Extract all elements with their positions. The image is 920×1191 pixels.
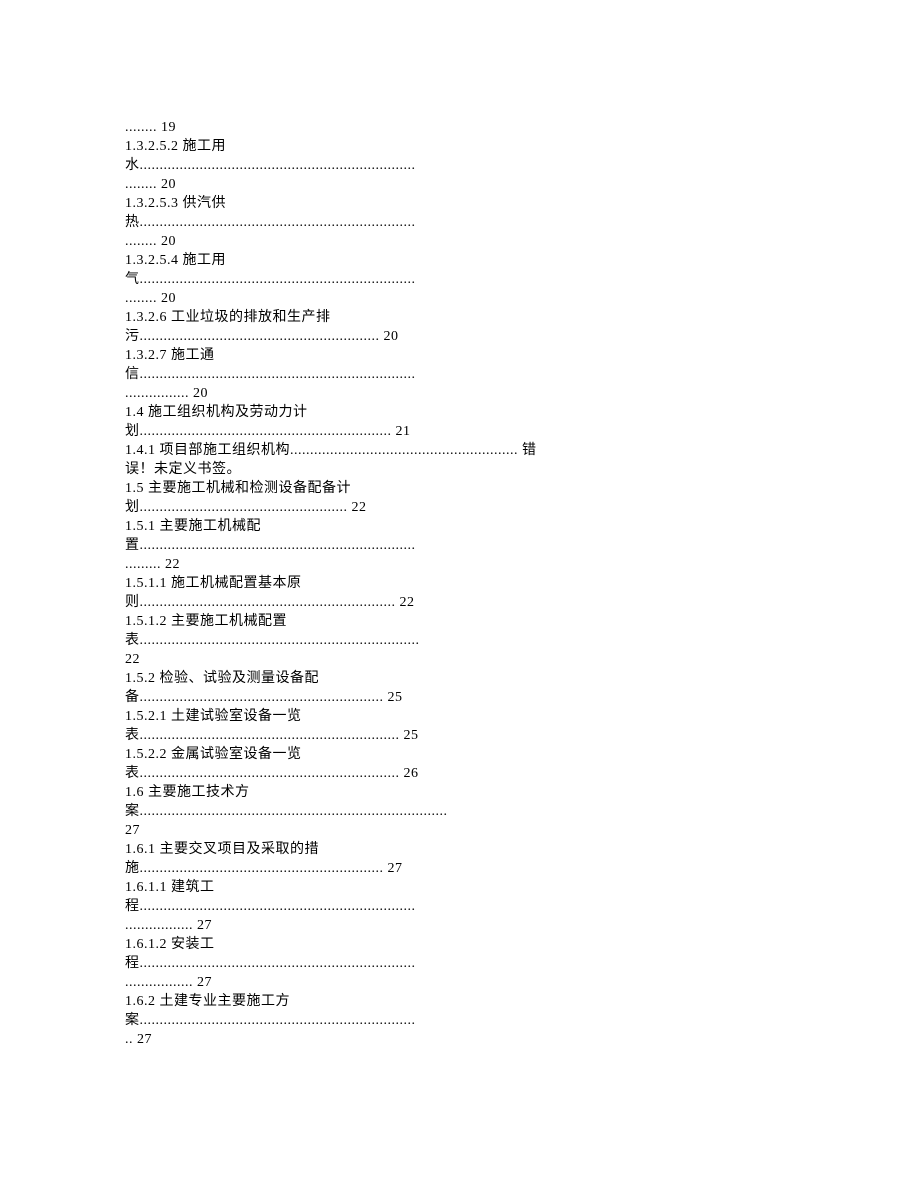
table-of-contents: ........ 19 1.3.2.5.2 施工用 水.............… [125,118,822,1049]
toc-line: 1.6.1 主要交叉项目及采取的措 [125,840,822,859]
toc-line: 水.......................................… [125,156,822,175]
toc-line: 案.......................................… [125,1011,822,1030]
toc-line: 1.5.1.1 施工机械配置基本原 [125,574,822,593]
toc-line: 热.......................................… [125,213,822,232]
toc-line: ........ 19 [125,118,822,137]
toc-line: 施.......................................… [125,859,822,878]
toc-line: 1.3.2.5.3 供汽供 [125,194,822,213]
toc-line: ......... 22 [125,555,822,574]
toc-line: 污.......................................… [125,327,822,346]
toc-line: 1.4 施工组织机构及劳动力计 [125,403,822,422]
toc-line: 1.5.2.2 金属试验室设备一览 [125,745,822,764]
toc-line: 1.5.2.1 土建试验室设备一览 [125,707,822,726]
toc-line: 1.3.2.7 施工通 [125,346,822,365]
toc-line: ........ 20 [125,175,822,194]
toc-line: 1.4.1 项目部施工组织机构.........................… [125,441,822,460]
toc-line: .. 27 [125,1030,822,1049]
toc-line: 则.......................................… [125,593,822,612]
toc-line: 1.5.2 检验、试验及测量设备配 [125,669,822,688]
toc-line: 1.6.2 土建专业主要施工方 [125,992,822,1011]
toc-line: 备.......................................… [125,688,822,707]
toc-line: 1.3.2.5.4 施工用 [125,251,822,270]
toc-line: 表.......................................… [125,726,822,745]
toc-line: 置.......................................… [125,536,822,555]
toc-line: 表.......................................… [125,764,822,783]
toc-line: 划.......................................… [125,422,822,441]
toc-line: 27 [125,821,822,840]
toc-line: 信.......................................… [125,365,822,384]
toc-line: 1.5 主要施工机械和检测设备配备计 [125,479,822,498]
toc-line: 程.......................................… [125,897,822,916]
toc-line: 1.3.2.6 工业垃圾的排放和生产排 [125,308,822,327]
toc-line: 划.......................................… [125,498,822,517]
toc-line: 案.......................................… [125,802,822,821]
toc-line: ................. 27 [125,916,822,935]
toc-line: 1.5.1.2 主要施工机械配置 [125,612,822,631]
toc-line: ........ 20 [125,289,822,308]
toc-line: 1.3.2.5.2 施工用 [125,137,822,156]
toc-line: 表.......................................… [125,631,822,650]
toc-line: 程.......................................… [125,954,822,973]
toc-line: 1.6.1.2 安装工 [125,935,822,954]
toc-line: 1.6.1.1 建筑工 [125,878,822,897]
toc-line: ................ 20 [125,384,822,403]
toc-line: 误！未定义书签。 [125,460,822,479]
toc-line: ........ 20 [125,232,822,251]
toc-line: 1.6 主要施工技术方 [125,783,822,802]
toc-line: 气.......................................… [125,270,822,289]
toc-line: 1.5.1 主要施工机械配 [125,517,822,536]
toc-line: ................. 27 [125,973,822,992]
toc-line: 22 [125,650,822,669]
